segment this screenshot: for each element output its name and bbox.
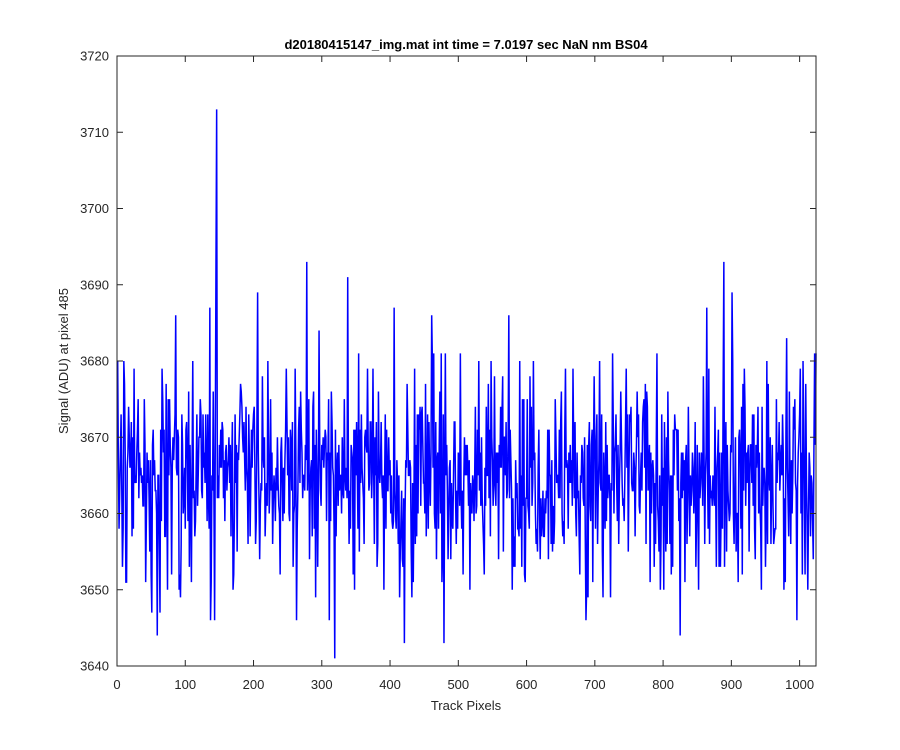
y-tick-label: 3720 [80, 49, 109, 64]
y-axis: 3640 3650 3660 3670 3680 3690 3700 3710 3720 [80, 49, 816, 674]
y-tick-label: 3650 [80, 582, 109, 597]
y-tick-label: 3710 [80, 125, 109, 140]
y-tick-label: 3640 [80, 659, 109, 674]
y-tick-label: 3680 [80, 354, 109, 369]
x-tick-label: 1000 [785, 677, 814, 692]
axes-background [117, 56, 816, 666]
y-tick-label: 3700 [80, 201, 109, 216]
x-tick-label: 0 [113, 677, 120, 692]
chart-title: d20180415147_img.mat int time = 7.0197 s… [284, 37, 648, 52]
x-tick-label: 100 [174, 677, 196, 692]
x-tick-label: 300 [311, 677, 333, 692]
y-axis-label: Signal (ADU) at pixel 485 [56, 288, 71, 434]
x-axis-label: Track Pixels [431, 698, 502, 713]
x-tick-label: 900 [721, 677, 743, 692]
y-tick-label: 3670 [80, 430, 109, 445]
x-axis: 0 100 200 300 400 500 600 700 800 900 1000 [113, 56, 814, 692]
x-tick-label: 400 [379, 677, 401, 692]
y-tick-label: 3690 [80, 277, 109, 292]
x-tick-label: 800 [652, 677, 674, 692]
plot-area [116, 55, 817, 667]
x-tick-label: 200 [243, 677, 265, 692]
y-tick-label: 3660 [80, 506, 109, 521]
x-tick-label: 700 [584, 677, 606, 692]
series-line [116, 109, 817, 659]
x-tick-label: 500 [447, 677, 469, 692]
x-tick-label: 600 [516, 677, 538, 692]
